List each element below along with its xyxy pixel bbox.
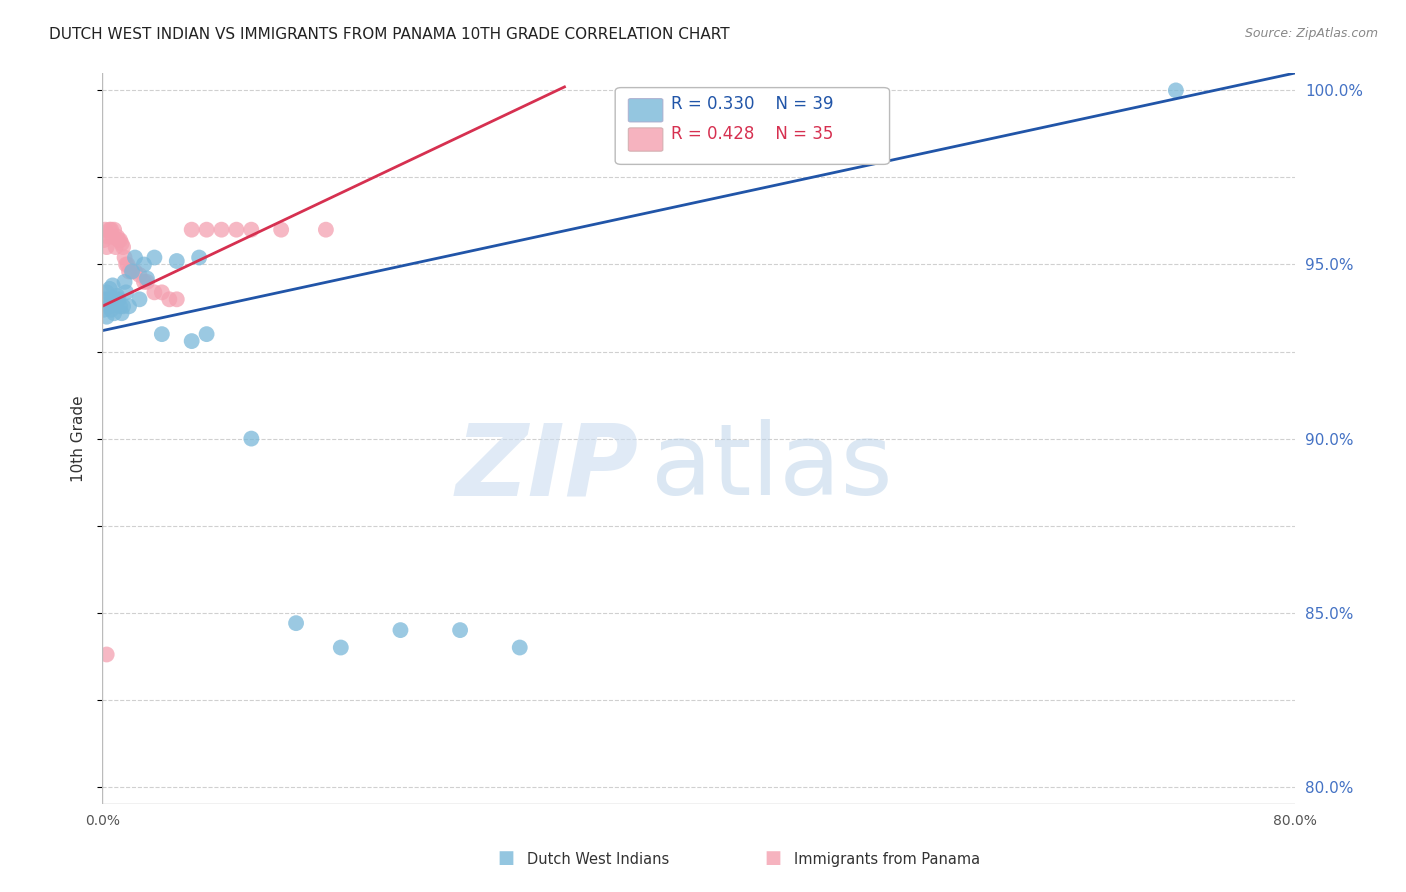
Point xyxy=(143,251,166,265)
Text: ■: ■ xyxy=(765,849,782,867)
Point xyxy=(108,233,131,247)
Point xyxy=(104,240,127,254)
Text: R = 0.428    N = 35: R = 0.428 N = 35 xyxy=(671,125,834,143)
Point xyxy=(128,268,150,282)
Point xyxy=(107,293,129,307)
Point xyxy=(225,222,247,236)
Point xyxy=(112,240,135,254)
Point xyxy=(114,275,136,289)
Point xyxy=(96,310,118,324)
FancyBboxPatch shape xyxy=(616,87,890,164)
Point xyxy=(211,222,233,236)
Point xyxy=(128,293,150,307)
Point xyxy=(118,299,141,313)
Point xyxy=(1164,83,1187,97)
Text: Immigrants from Panama: Immigrants from Panama xyxy=(794,852,980,867)
Point xyxy=(94,222,117,236)
Point xyxy=(101,293,124,307)
Point xyxy=(96,648,118,662)
Point xyxy=(195,327,218,342)
Point xyxy=(124,251,146,265)
Point xyxy=(449,623,471,637)
Point xyxy=(166,293,188,307)
Point xyxy=(100,222,122,236)
Text: R = 0.330    N = 39: R = 0.330 N = 39 xyxy=(671,95,834,113)
Point xyxy=(157,293,180,307)
Point xyxy=(94,293,117,307)
Point xyxy=(98,282,121,296)
Y-axis label: 10th Grade: 10th Grade xyxy=(72,395,86,482)
Point xyxy=(509,640,531,655)
Point xyxy=(195,222,218,236)
Point xyxy=(285,616,308,631)
Point xyxy=(107,233,129,247)
Point xyxy=(117,258,139,272)
Point xyxy=(115,285,138,300)
Point xyxy=(100,302,122,317)
Point xyxy=(118,264,141,278)
Point xyxy=(136,275,159,289)
Point xyxy=(124,264,146,278)
Point xyxy=(166,254,188,268)
Text: Source: ZipAtlas.com: Source: ZipAtlas.com xyxy=(1244,27,1378,40)
Point xyxy=(180,222,202,236)
Point xyxy=(97,293,120,307)
Point xyxy=(121,264,143,278)
Point xyxy=(93,233,115,247)
Point xyxy=(97,229,120,244)
Text: ■: ■ xyxy=(498,849,515,867)
Point xyxy=(104,295,127,310)
FancyBboxPatch shape xyxy=(628,99,662,122)
Text: DUTCH WEST INDIAN VS IMMIGRANTS FROM PANAMA 10TH GRADE CORRELATION CHART: DUTCH WEST INDIAN VS IMMIGRANTS FROM PAN… xyxy=(49,27,730,42)
Point xyxy=(329,640,352,655)
Point xyxy=(389,623,412,637)
Text: ZIP: ZIP xyxy=(456,419,640,516)
Point xyxy=(98,299,121,313)
Point xyxy=(105,289,128,303)
Point xyxy=(180,334,202,348)
Point xyxy=(240,222,263,236)
Point xyxy=(110,236,132,251)
Point xyxy=(132,275,155,289)
Point xyxy=(240,432,263,446)
Point xyxy=(143,285,166,300)
Point xyxy=(108,299,131,313)
Point xyxy=(132,258,155,272)
Point xyxy=(101,229,124,244)
Point xyxy=(103,222,125,236)
Point xyxy=(270,222,292,236)
Point xyxy=(315,222,337,236)
Point xyxy=(136,271,159,285)
Point xyxy=(112,299,135,313)
Point xyxy=(110,306,132,320)
Point xyxy=(115,258,138,272)
Point xyxy=(121,264,143,278)
Text: Dutch West Indians: Dutch West Indians xyxy=(527,852,669,867)
Point xyxy=(188,251,211,265)
Point xyxy=(105,229,128,244)
Point xyxy=(150,327,173,342)
Point xyxy=(96,285,118,300)
Point xyxy=(105,293,128,307)
Point xyxy=(103,306,125,320)
Point xyxy=(101,278,124,293)
Point xyxy=(96,240,118,254)
Point xyxy=(114,251,136,265)
Point xyxy=(93,302,115,317)
FancyBboxPatch shape xyxy=(628,128,662,152)
Point xyxy=(150,285,173,300)
Text: atlas: atlas xyxy=(651,419,893,516)
Point xyxy=(98,222,121,236)
